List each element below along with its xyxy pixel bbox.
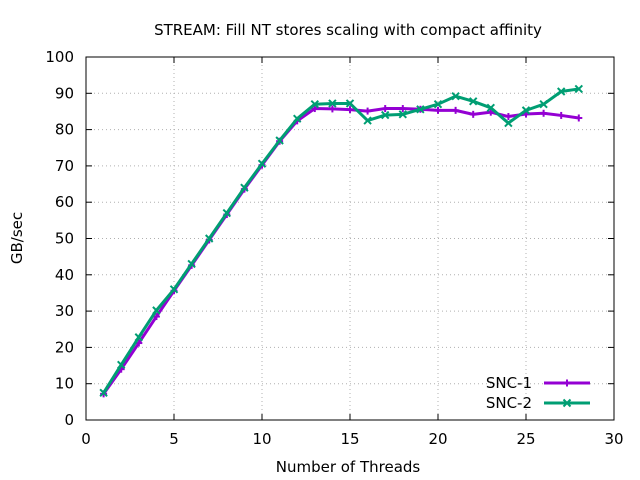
y-tick-label: 80 [55,121,74,139]
series-layer [99,84,584,398]
x-tick-label: 10 [252,430,271,448]
data-point [346,106,354,114]
y-tick-label: 10 [55,375,74,393]
data-point [556,87,566,96]
data-point [240,183,249,192]
x-tick-label: 30 [604,430,623,448]
data-point [275,136,284,145]
y-tick-label: 0 [64,411,74,429]
data-point [99,388,108,397]
y-tick-label: 30 [55,302,74,320]
legend-item: SNC-1 [486,374,590,392]
data-point [487,108,495,116]
y-tick-label: 100 [45,48,74,66]
x-tick-label: 25 [516,430,535,448]
chart-title: STREAM: Fill NT stores scaling with comp… [154,21,542,39]
legend-marker [563,379,571,387]
y-tick-label: 50 [55,230,74,248]
data-point [381,105,389,113]
data-point [169,285,179,294]
data-point [575,114,583,122]
y-tick-label: 40 [55,266,74,284]
y-tick-label: 60 [55,193,74,211]
data-point [399,105,407,113]
series-snc-1 [100,105,583,398]
data-point [398,110,408,119]
data-point [292,114,302,123]
x-tick-label: 0 [81,430,91,448]
series-line [102,107,580,395]
data-point [257,159,267,168]
data-point [451,91,460,101]
legend-marker [562,398,572,408]
legend-label: SNC-1 [486,374,532,392]
legend: SNC-1 SNC-2 [486,374,590,412]
data-point [204,234,214,243]
x-tick-label: 15 [340,430,359,448]
data-point [521,106,531,115]
data-point [134,333,144,342]
x-axis-label: Number of Threads [276,458,421,476]
data-point [345,99,355,108]
y-tick-label: 90 [55,84,74,102]
data-point [380,110,390,120]
grid [86,57,614,420]
data-point [452,106,460,114]
data-point [557,111,565,119]
series-line [102,87,580,394]
data-point [433,99,443,109]
axis-ticks: 0 5 10 15 20 25 30 0 10 20 30 40 50 60 70 80 90 100 [45,48,623,448]
legend-label: SNC-2 [486,394,532,412]
y-axis-label: GB/sec [8,212,26,264]
data-point [363,116,372,125]
data-point [328,105,336,113]
data-point [364,107,372,115]
x-tick-label: 5 [169,430,179,448]
data-point [434,106,442,114]
data-point [469,110,477,118]
legend-item: SNC-2 [486,394,590,412]
data-point [152,306,161,315]
data-point [468,97,478,106]
data-point [328,99,337,108]
data-point [486,103,496,113]
series-snc-2 [99,84,584,397]
y-tick-label: 70 [55,157,74,175]
data-point [416,105,425,114]
data-point [540,109,548,117]
data-point [222,208,232,218]
data-point [116,360,126,370]
data-point [574,84,584,94]
data-point [187,259,196,269]
data-point [539,99,548,109]
y-tick-label: 20 [55,338,74,356]
data-point [311,105,319,113]
data-point [310,99,320,109]
data-point [504,118,513,128]
x-tick-label: 20 [428,430,447,448]
data-point [504,113,512,121]
